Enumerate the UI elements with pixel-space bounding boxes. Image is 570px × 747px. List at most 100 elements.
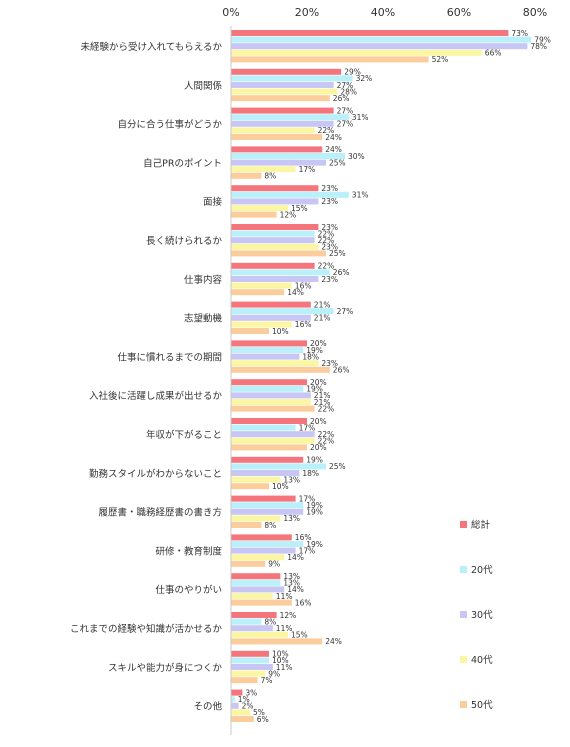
bar [231,353,300,360]
data-label: 19% [306,456,323,465]
bar [231,30,509,36]
legend: 総計 20代 30代 40代 50代 [460,519,493,711]
data-label: 25% [329,158,346,167]
bar [231,56,429,63]
data-label: 20% [310,339,327,348]
bar [231,431,315,438]
bar [231,508,304,515]
bar [231,716,254,722]
data-label: 10% [272,650,289,659]
bar [231,211,277,218]
category-label: 自己PRのポイント [143,157,222,169]
data-label: 11% [276,624,293,633]
bar [231,282,292,289]
data-label: 32% [356,74,373,83]
data-label: 15% [291,204,308,213]
data-label: 24% [325,133,342,142]
data-label: 31% [352,191,369,200]
category-label: 研修・教育制度 [155,545,222,557]
bar [231,502,304,509]
category-label: その他 [193,701,222,713]
data-label: 23% [321,184,338,193]
bar [231,541,304,547]
data-label: 22% [318,430,335,439]
data-label: 26% [333,268,350,277]
bar [231,476,281,483]
bar [231,670,266,677]
bar [231,269,330,276]
data-label: 20% [310,443,327,452]
data-label: 9% [268,560,280,569]
bar [231,522,262,528]
category-label: スキルや能力が身につくか [108,662,223,674]
bar [231,68,342,75]
bar [231,230,315,237]
bar [231,127,315,134]
bar [231,444,307,451]
data-label: 21% [314,391,331,400]
data-label: 10% [272,656,289,665]
legend-label: 総計 [471,519,491,531]
bar [231,243,319,250]
category-label: 仕事内容 [184,274,223,286]
category-label: 入社後に活躍し成果が出せるか [89,390,223,402]
bar [231,515,281,522]
legend-swatch [460,701,467,708]
bar [231,657,269,664]
bar [231,418,307,424]
data-label: 23% [321,275,338,284]
bar [231,88,338,95]
data-label: 22% [318,404,335,413]
x-tick-label: 80% [523,6,547,19]
bar [231,437,315,444]
bar [231,360,319,367]
category-label: 年収が下がること [146,429,222,441]
bar [231,185,319,192]
bar [231,166,296,173]
data-label: 22% [318,262,335,271]
data-label: 27% [337,307,354,316]
data-label: 19% [306,346,323,355]
data-label: 18% [302,469,319,478]
data-label: 28% [340,87,357,96]
bar [231,650,269,657]
data-label: 78% [530,42,547,51]
bar [231,347,304,353]
data-label: 22% [318,126,335,135]
data-label: 17% [299,165,316,174]
bar [231,664,273,670]
bar [231,120,334,127]
category-label: 自分に合う仕事がどうか [117,119,222,131]
data-label: 11% [276,592,293,601]
data-label: 8% [264,172,276,181]
data-label: 10% [272,327,289,336]
x-tick-label: 60% [447,6,471,19]
legend-label: 30代 [471,610,493,621]
data-label: 12% [280,210,297,219]
bar [231,586,285,593]
data-label: 6% [257,715,269,724]
bar [231,392,311,399]
legend-swatch [460,566,467,573]
bar [231,495,296,502]
bar [231,308,334,315]
bar [231,463,326,470]
category-label: 人間関係 [184,81,223,92]
data-label: 16% [295,281,312,290]
data-label: 27% [337,81,354,90]
bar [231,49,482,56]
bars: 73%79%78%66%52%29%32%27%28%26%27%31%27%2… [231,29,551,724]
bar [231,328,269,334]
bar [231,554,285,561]
data-label: 8% [264,617,276,626]
bar [231,314,311,321]
data-label: 19% [306,508,323,517]
bar [231,36,532,43]
bar [231,631,288,638]
data-label: 7% [261,676,273,685]
data-label: 15% [291,631,308,640]
bar [231,237,315,244]
bar [231,399,311,405]
bar [231,289,285,296]
